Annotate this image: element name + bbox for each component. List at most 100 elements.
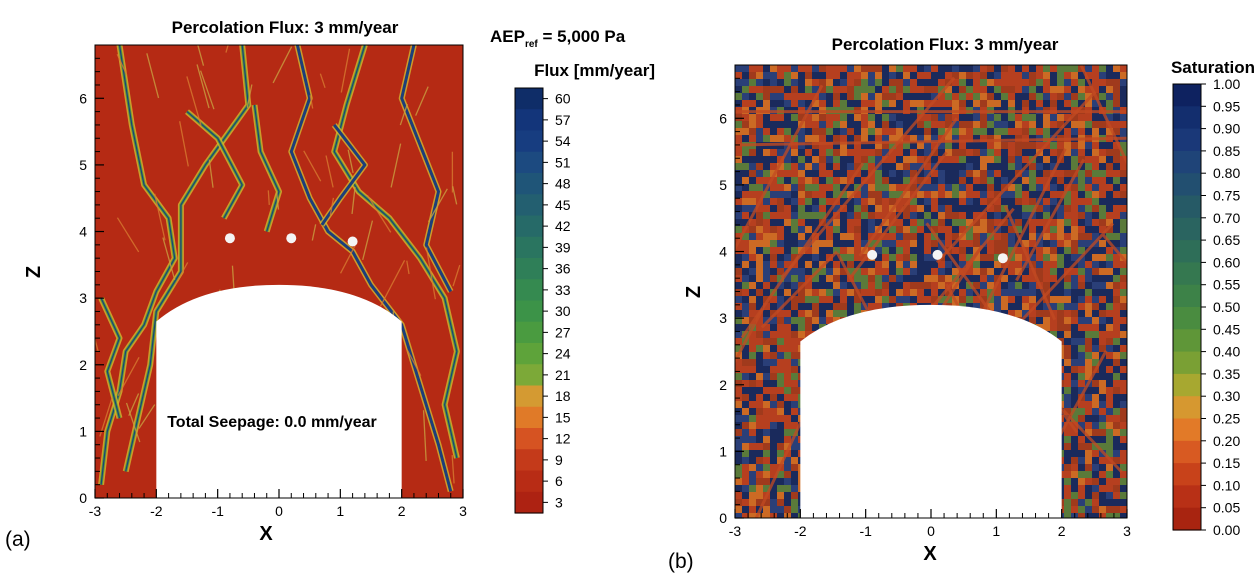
saturation-cell (889, 184, 896, 191)
saturation-cell (917, 93, 924, 100)
saturation-cell (1001, 86, 1008, 93)
saturation-cell (1064, 86, 1071, 93)
saturation-cell (777, 415, 784, 422)
saturation-cell (896, 156, 903, 163)
saturation-cell (1120, 436, 1127, 443)
saturation-cell (917, 121, 924, 128)
saturation-cell (917, 191, 924, 198)
saturation-cell (910, 226, 917, 233)
saturation-cell (1113, 415, 1120, 422)
saturation-cell (945, 205, 952, 212)
saturation-cell (1099, 415, 1106, 422)
saturation-cell (770, 254, 777, 261)
saturation-cell (770, 450, 777, 457)
saturation-cell (889, 100, 896, 107)
colorbar-segment (1173, 196, 1201, 219)
saturation-cell (777, 422, 784, 429)
saturation-cell (791, 149, 798, 156)
saturation-cell (777, 212, 784, 219)
saturation-cell (1057, 170, 1064, 177)
saturation-cell (826, 184, 833, 191)
saturation-cell (1106, 86, 1113, 93)
saturation-cell (1064, 401, 1071, 408)
saturation-cell (1106, 471, 1113, 478)
saturation-cell (1015, 198, 1022, 205)
saturation-cell (903, 289, 910, 296)
colorbar-tick-label: 27 (555, 324, 571, 340)
saturation-cell (987, 65, 994, 72)
saturation-cell (826, 310, 833, 317)
saturation-cell (931, 177, 938, 184)
saturation-cell (1008, 191, 1015, 198)
saturation-cell (1078, 478, 1085, 485)
saturation-cell (994, 212, 1001, 219)
saturation-cell (1113, 310, 1120, 317)
saturation-cell (973, 149, 980, 156)
saturation-cell (882, 170, 889, 177)
colorbar-segment (515, 152, 543, 174)
colorbar-tick-label: 0.50 (1213, 299, 1240, 315)
saturation-cell (763, 338, 770, 345)
saturation-cell (868, 205, 875, 212)
saturation-cell (770, 345, 777, 352)
saturation-cell (1092, 471, 1099, 478)
saturation-cell (798, 198, 805, 205)
saturation-cell (1106, 142, 1113, 149)
saturation-cell (756, 184, 763, 191)
saturation-cell (1064, 387, 1071, 394)
saturation-cell (1015, 149, 1022, 156)
saturation-cell (882, 163, 889, 170)
saturation-cell (763, 254, 770, 261)
saturation-cell (959, 289, 966, 296)
saturation-cell (966, 156, 973, 163)
saturation-cell (1029, 79, 1036, 86)
saturation-cell (938, 100, 945, 107)
aep-label: AEP (490, 27, 525, 46)
saturation-cell (763, 226, 770, 233)
saturation-cell (1071, 184, 1078, 191)
saturation-cell (777, 408, 784, 415)
saturation-cell (826, 86, 833, 93)
saturation-cell (819, 65, 826, 72)
saturation-cell (1029, 128, 1036, 135)
panel-b-y-label: Z (683, 286, 705, 298)
saturation-cell (973, 93, 980, 100)
saturation-cell (924, 79, 931, 86)
saturation-cell (1029, 198, 1036, 205)
saturation-cell (1085, 331, 1092, 338)
saturation-cell (924, 254, 931, 261)
saturation-cell (791, 471, 798, 478)
saturation-cell (1085, 65, 1092, 72)
saturation-cell (882, 289, 889, 296)
saturation-cell (847, 100, 854, 107)
saturation-cell (973, 79, 980, 86)
saturation-cell (924, 212, 931, 219)
saturation-cell (987, 282, 994, 289)
saturation-cell (840, 219, 847, 226)
saturation-cell (1113, 86, 1120, 93)
saturation-cell (777, 338, 784, 345)
saturation-cell (763, 149, 770, 156)
saturation-cell (791, 317, 798, 324)
saturation-cell (1120, 401, 1127, 408)
saturation-cell (875, 114, 882, 121)
colorbar-segment (1173, 419, 1201, 442)
saturation-cell (945, 114, 952, 121)
saturation-cell (1106, 506, 1113, 513)
saturation-cell (1064, 303, 1071, 310)
saturation-cell (861, 79, 868, 86)
saturation-cell (917, 149, 924, 156)
saturation-cell (805, 324, 812, 331)
saturation-cell (1001, 296, 1008, 303)
saturation-cell (1008, 114, 1015, 121)
saturation-cell (1071, 373, 1078, 380)
x-tick-label: 0 (275, 503, 283, 519)
saturation-cell (763, 240, 770, 247)
saturation-cell (910, 65, 917, 72)
saturation-cell (1099, 394, 1106, 401)
saturation-cell (861, 156, 868, 163)
saturation-cell (1106, 394, 1113, 401)
saturation-cell (1057, 79, 1064, 86)
saturation-cell (1120, 205, 1127, 212)
saturation-cell (1120, 408, 1127, 415)
